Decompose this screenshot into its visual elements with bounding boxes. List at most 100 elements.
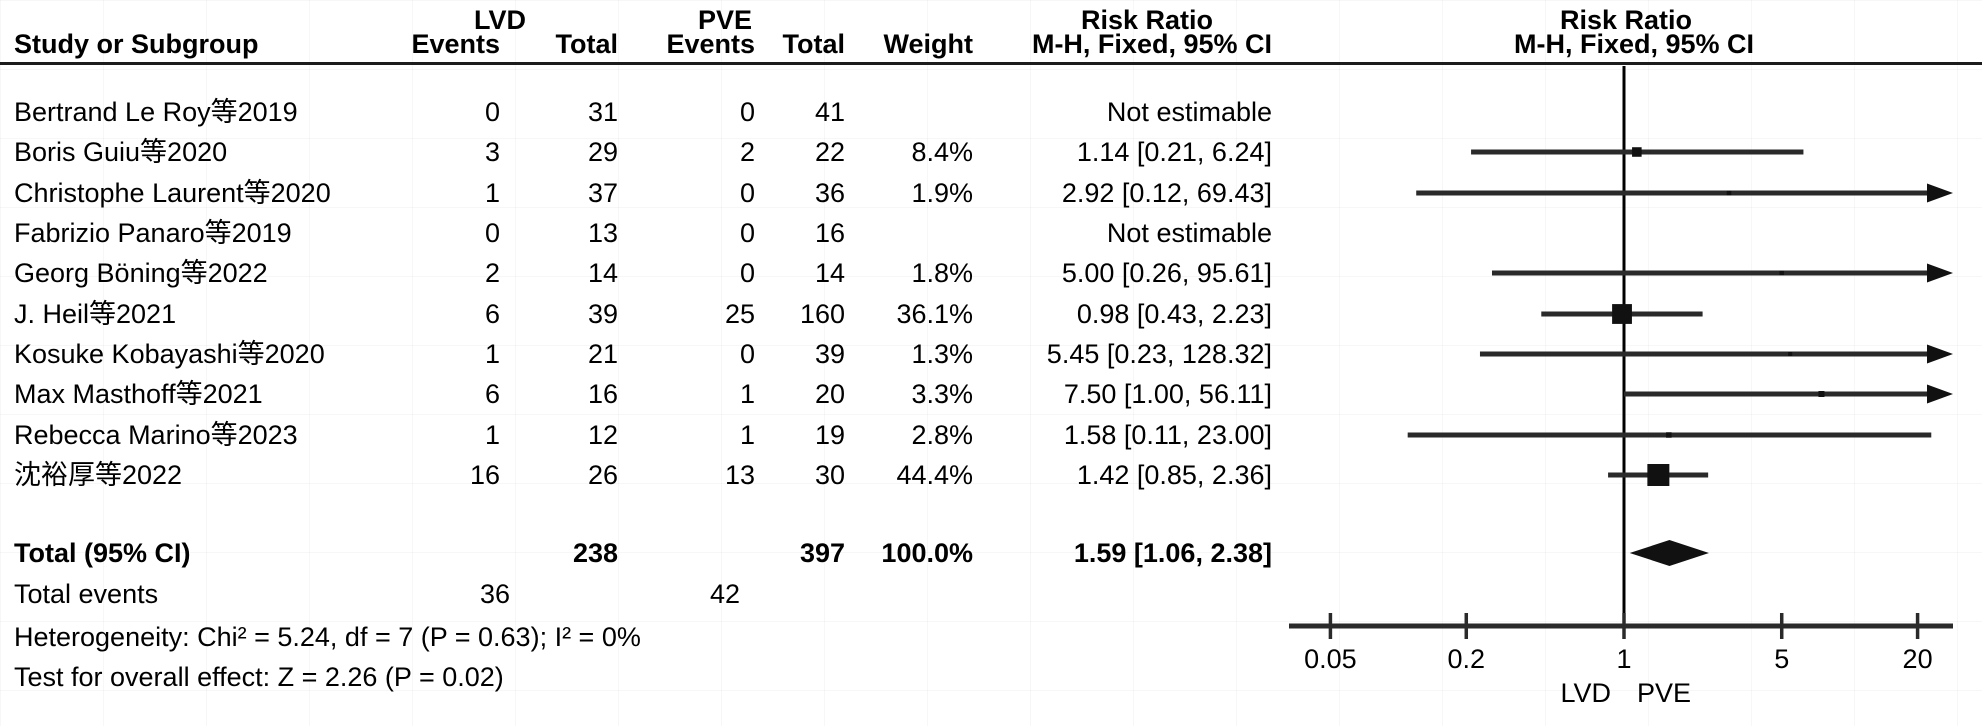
rr-ci-text-cell: 1.42 [0.85, 2.36] [1076, 460, 1272, 490]
heterogeneity-text: Heterogeneity: Chi² = 5.24, df = 7 (P = … [14, 622, 641, 652]
x-tick-label: 5 [1774, 644, 1789, 674]
lvd-total-cell: 21 [587, 339, 618, 369]
lvd-events-cell: 6 [484, 379, 500, 409]
forest-row-marker [1608, 464, 1709, 486]
rr-ci-text-cell: 0.98 [0.43, 2.23] [1076, 299, 1272, 329]
total-events-lvd: 36 [479, 579, 510, 609]
forest-row-marker [1541, 304, 1703, 324]
ci-arrow-right-icon [1927, 344, 1953, 364]
group-header-pve: PVE [697, 5, 753, 35]
pve-events-cell: 0 [739, 258, 755, 288]
rr-ci-text-cell: 1.14 [0.21, 6.24] [1076, 137, 1272, 167]
lvd-total-cell: 14 [587, 258, 618, 288]
forest-row-marker [1416, 183, 1953, 203]
study-name-cell: Kosuke Kobayashi等2020 [14, 339, 325, 369]
total-rr-text: 1.59 [1.06, 2.38] [1073, 538, 1272, 568]
summary-diamond [1629, 540, 1709, 566]
pve-events-cell: 25 [724, 299, 755, 329]
study-name-cell: J. Heil等2021 [14, 299, 177, 329]
lvd-total-cell: 13 [587, 218, 618, 248]
overall-effect-text: Test for overall effect: Z = 2.26 (P = 0… [14, 662, 504, 692]
weight-cell: 44.4% [896, 460, 973, 490]
table-row: Christophe Laurent等2020 1 37 0 36 1.9% 2.92 [0… [0, 173, 1982, 213]
lvd-events-cell: 0 [484, 97, 500, 127]
forest-row-marker [1479, 344, 1953, 364]
table-row: Bertrand Le Roy等2019 0 31 0 41 Not estimable [0, 92, 1982, 132]
ci-arrow-right-icon [1927, 384, 1953, 404]
pve-total-cell: 16 [814, 218, 845, 248]
lvd-events-col-header: Events [411, 29, 500, 59]
pve-total-cell: 19 [814, 420, 845, 450]
study-name-cell: Max Masthoff等2021 [14, 379, 263, 409]
weight-cell: 1.9% [911, 178, 973, 208]
pve-events-cell: 0 [739, 339, 755, 369]
header-divider [0, 62, 1982, 65]
favours-right-label: PVE [1637, 678, 1691, 708]
lvd-total-cell: 37 [587, 178, 618, 208]
lvd-total-cell: 16 [587, 379, 618, 409]
x-tick-label: 20 [1903, 644, 1933, 674]
weight-cell: 8.4% [911, 137, 973, 167]
favours-left-label: LVD [1560, 678, 1611, 708]
effect-square [1647, 464, 1670, 486]
forest-row-marker [1491, 263, 1953, 283]
lvd-total-col-header: Total [555, 29, 619, 59]
rr-ci-text-cell: Not estimable [1106, 97, 1272, 127]
effect-square [1818, 391, 1825, 397]
pve-total-cell: 30 [814, 460, 845, 490]
weight-col-header: Weight [883, 29, 974, 59]
pve-total-cell: 36 [814, 178, 845, 208]
weight-cell: 1.3% [911, 339, 973, 369]
risk-ratio-header-left: Risk Ratio [1080, 5, 1214, 35]
method-ci-header-right: M-H, Fixed, 95% CI [1513, 29, 1755, 59]
pve-events-col-header: Events [666, 29, 755, 59]
pve-total-cell: 22 [814, 137, 845, 167]
lvd-total-cell: 39 [587, 299, 618, 329]
rr-ci-text-cell: Not estimable [1106, 218, 1272, 248]
study-name-cell: Rebecca Marino等2023 [14, 420, 298, 450]
total-row-label: Total (95% CI) [14, 538, 191, 568]
risk-ratio-header-right: Risk Ratio [1559, 5, 1693, 35]
forest-row-marker [1471, 147, 1804, 157]
study-name-cell: Bertrand Le Roy等2019 [14, 97, 298, 127]
pve-total-cell: 41 [814, 97, 845, 127]
x-tick-label: 1 [1616, 644, 1631, 674]
table-row: Fabrizio Panaro等2019 0 13 0 16 Not estimable [0, 213, 1982, 253]
pve-total-cell: 20 [814, 379, 845, 409]
weight-cell: 3.3% [911, 379, 973, 409]
table-row: Kosuke Kobayashi等2020 1 21 0 39 1.3% 5.45 [0.2… [0, 334, 1982, 374]
lvd-total-cell: 29 [587, 137, 618, 167]
weight-cell: 36.1% [896, 299, 973, 329]
forest-row-marker [1407, 432, 1932, 438]
lvd-total-cell: 31 [587, 97, 618, 127]
group-header-lvd: LVD [474, 5, 526, 35]
pve-total-cell: 160 [799, 299, 845, 329]
lvd-events-cell: 1 [484, 420, 500, 450]
ci-arrow-right-icon [1927, 263, 1953, 283]
lvd-events-cell: 0 [484, 218, 500, 248]
pve-total-col-header: Total [782, 29, 846, 59]
study-name-cell: Georg Böning等2022 [14, 258, 268, 288]
rr-ci-text-cell: 5.45 [0.23, 128.32] [1046, 339, 1272, 369]
table-row: Boris Guiu等2020 3 29 2 22 8.4% 1.14 [0.21, 6.2… [0, 132, 1982, 172]
rr-ci-text-cell: 5.00 [0.26, 95.61] [1061, 258, 1272, 288]
rr-ci-text-cell: 1.58 [0.11, 23.00] [1063, 420, 1272, 450]
study-name-cell: Boris Guiu等2020 [14, 137, 228, 167]
effect-square [1788, 352, 1793, 356]
lvd-events-cell: 1 [484, 339, 500, 369]
study-name-cell: Fabrizio Panaro等2019 [14, 218, 292, 248]
lvd-events-cell: 1 [484, 178, 500, 208]
method-ci-header-left: M-H, Fixed, 95% CI [1031, 29, 1272, 59]
pve-total-cell: 39 [814, 339, 845, 369]
lvd-total-cell: 12 [587, 420, 618, 450]
pve-events-cell: 2 [739, 137, 755, 167]
forest-row-marker [1624, 384, 1953, 404]
table-row: Rebecca Marino等2023 1 12 1 19 2.8% 1.58 [0.11,… [0, 415, 1982, 455]
lvd-events-cell: 16 [469, 460, 500, 490]
x-tick-label: 0.05 [1304, 644, 1357, 674]
pve-total-cell: 14 [814, 258, 845, 288]
x-tick-label: 0.2 [1448, 644, 1486, 674]
ci-arrow-right-icon [1927, 183, 1953, 203]
table-row: Max Masthoff等2021 6 16 1 20 3.3% 7.50 [1.00, 5… [0, 374, 1982, 414]
